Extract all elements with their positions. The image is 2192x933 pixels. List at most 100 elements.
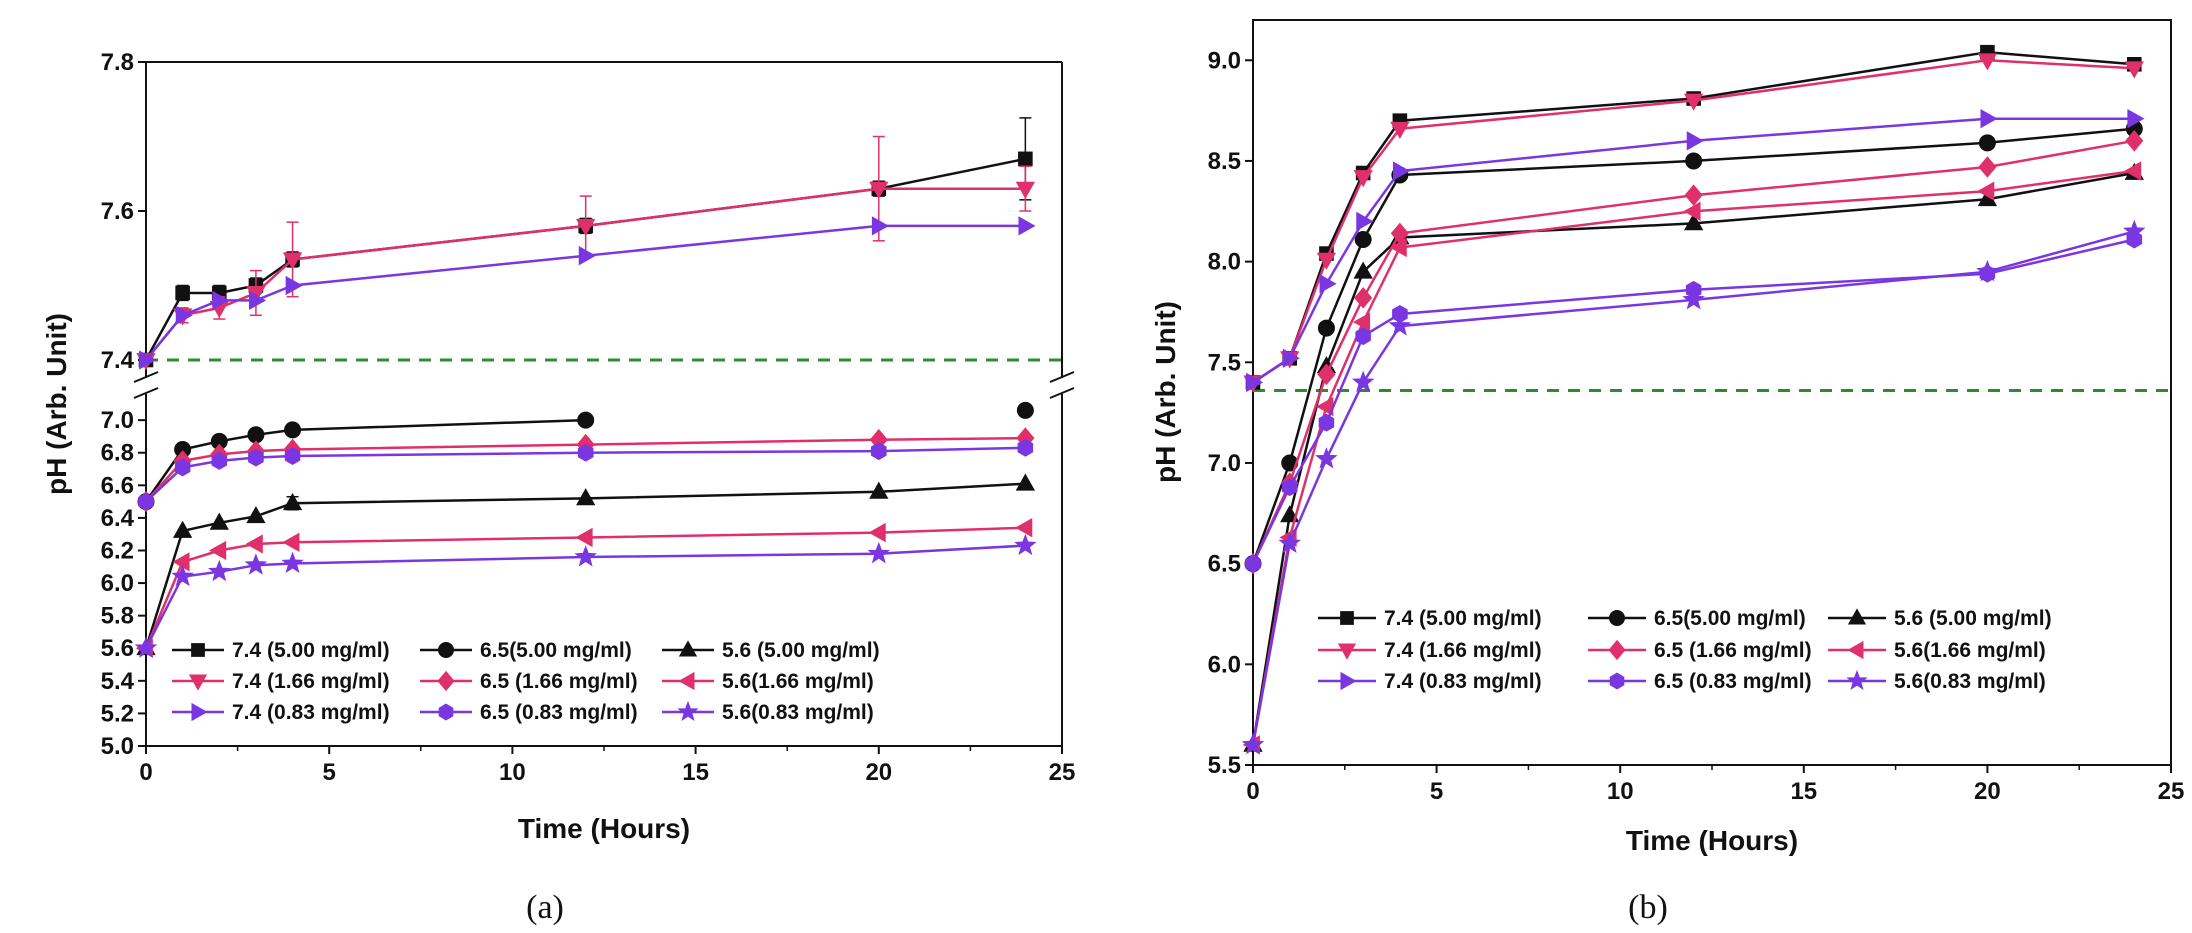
data-point (1977, 181, 1995, 201)
x-axis-title: Time (Hours) (518, 813, 690, 844)
data-point (1354, 287, 1373, 309)
legend-marker (1609, 610, 1625, 626)
data-point (1317, 363, 1336, 386)
legend-marker (191, 702, 208, 722)
data-point (209, 540, 227, 561)
data-point (246, 506, 266, 524)
legend-label: 5.6(0.83 mg/ml) (722, 701, 874, 724)
data-point (171, 564, 194, 587)
data-point (209, 512, 229, 530)
y-tick-label: 5.0 (101, 733, 134, 760)
legend-marker (1847, 608, 1867, 625)
data-point (869, 481, 889, 499)
data-point (1686, 131, 1704, 151)
data-point (208, 559, 231, 582)
axis-break-mark (133, 387, 159, 399)
data-point (139, 350, 157, 370)
legend-label: 5.6 (5.00 mg/ml) (1894, 607, 2052, 630)
data-point (1241, 733, 1265, 755)
legend-label: 5.6 (5.00 mg/ml) (722, 639, 880, 662)
legend-marker (678, 640, 698, 657)
legend-entry: 7.4 (5.00 mg/ml) (172, 639, 390, 662)
data-point (1245, 554, 1261, 573)
panel-b-chart: 0 5 10 15 20 25 5.5 6.0 6.5 7.0 7.5 8.0 8.5 9.0 7.4 (5… (1150, 19, 2184, 856)
y-tick-label: 9.0 (1208, 47, 1241, 74)
y-axis-title: pH (Arb. Unit) (41, 313, 72, 495)
data-point (1685, 152, 1703, 170)
data-point (575, 527, 593, 548)
legend-marker (1608, 639, 1626, 661)
legend-entry: 7.4 (0.83 mg/ml) (1318, 670, 1542, 693)
series-8 (1245, 230, 2143, 573)
data-point (1976, 259, 1999, 282)
x-axis-title: Time (Hours) (1626, 825, 1798, 856)
legend-marker (438, 703, 454, 721)
data-point (574, 545, 597, 567)
y-tick-label: 8.0 (1208, 249, 1241, 276)
data-point (1683, 93, 1704, 111)
x-tick-label: 15 (1790, 778, 1817, 805)
legend-entry: 6.5 (1.66 mg/ml) (420, 670, 638, 693)
data-point (576, 219, 596, 237)
data-point (1388, 314, 1412, 336)
y-tick-label: 6.6 (101, 472, 134, 499)
data-point (2124, 61, 2144, 79)
legend-label: 5.6(1.66 mg/ml) (722, 670, 874, 693)
data-point (284, 447, 301, 465)
data-point (1281, 478, 1298, 497)
data-point (1015, 518, 1033, 538)
y-tick-label: 5.2 (101, 700, 134, 727)
legend-entry: 5.6(0.83 mg/ml) (1828, 669, 2046, 693)
data-point (1317, 319, 1335, 337)
series-line (145, 224, 1026, 361)
data-point (282, 493, 303, 511)
x-tick-label: 0 (139, 759, 152, 786)
data-point (1978, 156, 1997, 178)
legend-marker (1609, 672, 1625, 690)
data-point (868, 522, 886, 543)
data-point (1318, 413, 1335, 432)
data-point (248, 448, 264, 467)
data-point (1351, 370, 1375, 392)
data-point (285, 275, 303, 296)
series-line (1252, 117, 2135, 384)
data-point (1977, 53, 1998, 71)
legend-marker (191, 643, 205, 657)
legend-label: 6.5 (0.83 mg/ml) (480, 701, 638, 724)
data-point (211, 451, 228, 470)
data-point (1017, 438, 1034, 457)
x-tick-label: 10 (499, 759, 526, 786)
axis-break-mark (1049, 371, 1075, 383)
data-point (576, 488, 596, 506)
y-tick-label: 8.5 (1208, 148, 1241, 175)
x-tick-label: 0 (1246, 778, 1259, 805)
data-point (1355, 327, 1371, 346)
data-point (2123, 219, 2146, 241)
data-point (1282, 348, 1300, 368)
data-point (1356, 211, 1374, 232)
legend-entry: 6.5 (1.66 mg/ml) (1588, 639, 1812, 662)
data-point (172, 552, 190, 572)
data-point (871, 442, 887, 461)
y-tick-label: 6.2 (101, 537, 134, 564)
legend-marker (438, 642, 454, 658)
data-point (249, 290, 267, 311)
series-9 (134, 533, 1037, 658)
data-point (1014, 533, 1037, 556)
data-point (284, 421, 302, 439)
x-tick-label: 5 (323, 759, 336, 786)
series-9 (1241, 219, 2146, 755)
legend-entry: 7.4 (0.83 mg/ml) (172, 701, 390, 724)
y-tick-label: 5.5 (1208, 752, 1241, 779)
y-tick-label: 6.0 (1208, 651, 1241, 678)
data-point (244, 553, 268, 575)
axis-break-mark (1049, 387, 1075, 399)
data-point (1016, 401, 1034, 419)
x-tick-label: 15 (682, 759, 709, 786)
data-point (1316, 252, 1337, 270)
data-point (1392, 161, 1411, 181)
legend-entry: 5.6(0.83 mg/ml) (662, 700, 874, 724)
legend-entry: 6.5(5.00 mg/ml) (420, 639, 632, 662)
x-tick-label: 5 (1430, 778, 1443, 805)
